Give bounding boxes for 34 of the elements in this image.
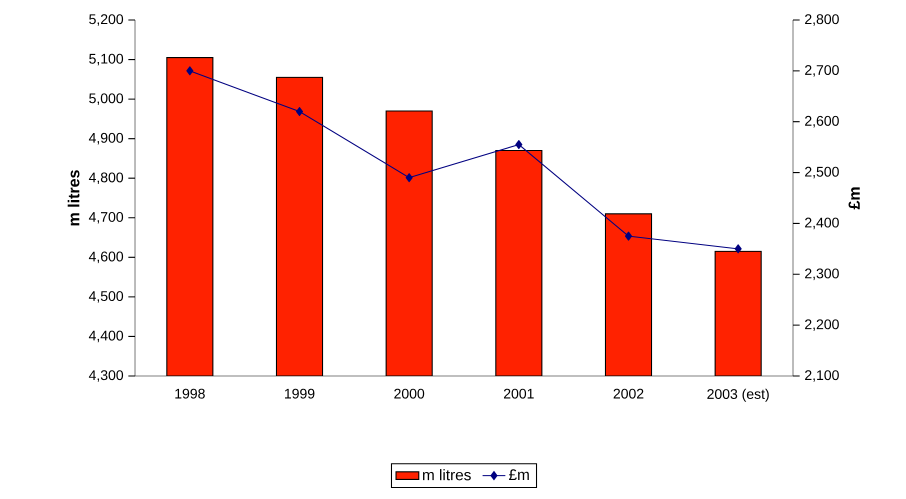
- y-tick-label: 5,000: [89, 93, 124, 105]
- x-tick-label: 2000: [394, 388, 424, 399]
- y-tick-label: 4,800: [88, 172, 124, 184]
- y-tick-label: 4,500: [88, 291, 124, 303]
- point: [186, 66, 194, 76]
- y-tick-label: 5,200: [89, 14, 124, 26]
- legend-label: £m: [508, 469, 529, 480]
- y-tick-label: 4,300: [88, 370, 124, 382]
- y2-axis-title: £m: [848, 187, 860, 210]
- x-tick-label: 2002: [614, 388, 644, 399]
- y-axis-title: m litres: [68, 170, 80, 226]
- y2-tick-label: 2,400: [805, 218, 839, 230]
- x-tick-label: 1998: [175, 388, 205, 399]
- y2-tick-label: 2,700: [805, 65, 839, 77]
- legend-label: m litres: [423, 469, 471, 480]
- y-tick-label: 4,600: [88, 252, 124, 264]
- y2-tick-label: 2,500: [805, 166, 839, 178]
- y2-tick-label: 2,600: [805, 116, 839, 128]
- y-tick-label: 4,400: [88, 330, 124, 342]
- y2-tick-label: 2,100: [805, 370, 839, 382]
- point: [624, 232, 632, 241]
- point: [515, 140, 522, 150]
- y2-tick-label: 2,300: [805, 268, 839, 280]
- y2-tick-label: 2,800: [805, 14, 839, 26]
- point: [296, 107, 304, 116]
- point: [406, 173, 413, 182]
- point: [734, 244, 742, 254]
- y-tick-label: 4,900: [88, 132, 124, 144]
- y2-tick-label: 2,200: [805, 319, 839, 331]
- x-tick-label: 2001: [504, 388, 534, 399]
- x-tick-label: 2003 (est): [707, 388, 769, 402]
- y-tick-label: 4,700: [88, 212, 124, 224]
- y-tick-label: 5,100: [89, 54, 124, 66]
- x-tick-label: 1999: [285, 388, 314, 399]
